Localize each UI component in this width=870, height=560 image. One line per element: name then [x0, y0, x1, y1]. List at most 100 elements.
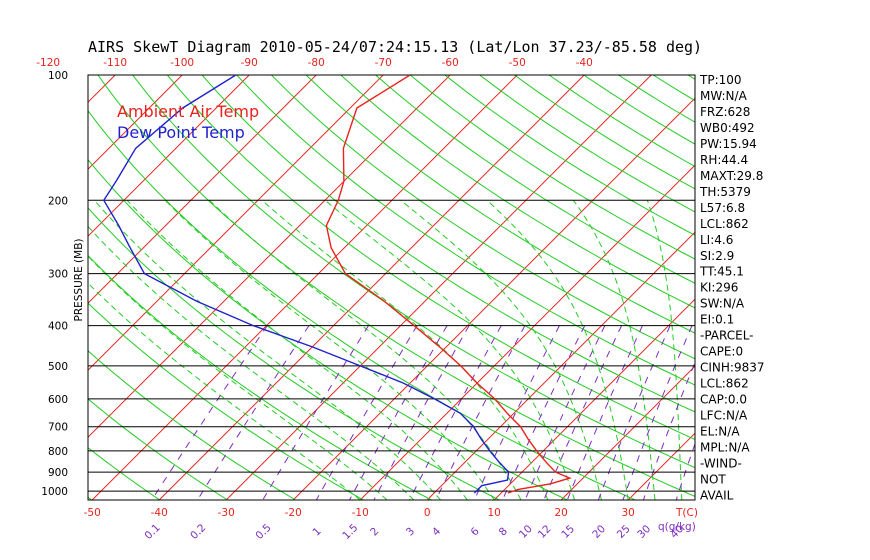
top-temp-tick-label: -50	[509, 57, 526, 69]
moist-adiabat-line	[572, 200, 656, 500]
isotherm-line	[88, 75, 183, 170]
stability-index-item: SW:N/A	[700, 297, 745, 311]
dry-adiabat-line	[88, 398, 228, 500]
stability-index-item: L57:6.8	[700, 201, 745, 215]
mixing-ratio-tick-label: 0.1	[142, 522, 162, 542]
stability-index-item: MAXT:29.8	[700, 169, 763, 183]
mixing-ratio-line	[151, 325, 268, 500]
dry-adiabat-line	[792, 75, 870, 500]
dry-adiabat-line	[88, 350, 296, 500]
isotherm-line	[292, 97, 695, 500]
mixing-ratio-line	[622, 325, 693, 500]
mixing-ratio-line	[262, 325, 369, 500]
pressure-tick-label: 700	[48, 422, 68, 434]
top-temp-tick-label: -120	[36, 57, 60, 69]
legend-entry: Dew Point Temp	[117, 123, 245, 142]
stability-index-item: NOT	[700, 472, 726, 486]
bottom-temp-tick-label: 10	[487, 507, 500, 519]
stability-index-item: TP:100	[699, 73, 742, 87]
stability-index-item: MPL:N/A	[700, 440, 750, 454]
isotherm-line	[829, 75, 870, 500]
stability-index-item: -PARCEL-	[700, 329, 754, 343]
moist-adiabat-line	[88, 225, 415, 500]
bottom-temp-tick-label: -50	[84, 507, 101, 519]
bottom-temp-tick-label: -10	[352, 507, 369, 519]
dry-adiabat-line	[166, 75, 695, 441]
stability-index-item: CAP:0.0	[700, 393, 747, 407]
stability-index-item: EL:N/A	[700, 425, 740, 439]
top-temp-tick-label: -110	[103, 57, 127, 69]
mixing-ratio-tick-label: 8	[497, 525, 510, 538]
dry-adiabat-line	[132, 75, 695, 469]
stability-index-item: EI:0.1	[700, 313, 734, 327]
stability-index-item: AVAIL	[700, 488, 734, 502]
mixing-ratio-line	[435, 325, 526, 500]
isotherm-line	[88, 75, 250, 237]
mixing-ratio-tick-label: 15	[559, 523, 577, 541]
isotherm-line	[88, 75, 317, 304]
stability-index-item: TH:5379	[699, 185, 751, 199]
stability-index-item: LCL:862	[700, 217, 749, 231]
moist-adiabat-line	[209, 199, 522, 500]
chart-title: AIRS SkewT Diagram 2010-05-24/07:24:15.1…	[88, 38, 702, 56]
air-temp-profile	[325, 75, 572, 494]
plot-frame	[87, 74, 696, 501]
stability-index-item: PW:15.94	[700, 137, 757, 151]
stability-index-item: TT:45.1	[699, 265, 744, 279]
isotherm-line	[762, 75, 870, 500]
mixing-ratio-tick-label: 0.5	[253, 522, 273, 542]
isotherm-line	[560, 365, 695, 500]
dry-adiabat-line	[97, 75, 695, 497]
dry-adiabat-line	[88, 302, 364, 500]
pressure-tick-label: 100	[48, 70, 68, 82]
isotherm-line	[88, 75, 116, 103]
stability-index-item: KI:296	[700, 281, 738, 295]
mixing-ratio-tick-label: 20	[590, 523, 608, 541]
mixing-ratio-tick-label: 25	[615, 523, 633, 541]
moist-adiabat-line	[93, 199, 441, 500]
dry-adiabat-line	[479, 75, 695, 213]
stability-index-item: FRZ:628	[700, 105, 750, 119]
stability-index-item: WB0:492	[700, 121, 755, 135]
isotherm-line	[88, 75, 451, 438]
mixing-ratio-tick-label: 1.5	[340, 522, 360, 542]
dry-adiabat-line	[88, 109, 636, 500]
moist-adiabat-line	[324, 199, 576, 500]
mixing-ratio-line	[349, 325, 448, 500]
stability-index-item: CAPE:0	[700, 345, 743, 359]
pressure-tick-label: 200	[48, 195, 68, 207]
mixing-ratio-line	[315, 325, 418, 500]
top-temp-tick-label: -70	[375, 57, 392, 69]
pressure-tick-label: 1000	[41, 486, 68, 498]
dry-adiabat-line	[375, 75, 695, 284]
isotherm-line	[91, 75, 518, 500]
stability-index-item: MW:N/A	[700, 89, 748, 103]
mixing-ratio-tick-label: 1	[311, 525, 324, 538]
mixing-ratio-axis-label: q(g/kg)	[658, 521, 696, 533]
dry-adiabat-line	[757, 75, 870, 500]
dry-adiabat-line	[201, 75, 695, 413]
mixing-ratio-line	[473, 325, 560, 500]
stability-index-item: LFC:N/A	[700, 409, 748, 423]
mixing-ratio-line	[597, 325, 671, 500]
mixing-ratio-tick-label: 0.2	[188, 522, 208, 542]
bottom-temp-tick-label: 0	[424, 507, 431, 519]
dry-adiabat-line	[409, 75, 695, 260]
mixing-ratio-line	[196, 325, 310, 500]
isotherm-line	[493, 298, 695, 500]
bottom-temp-tick-label: 20	[554, 507, 567, 519]
dry-adiabat-line	[340, 75, 695, 309]
moist-adiabat-line	[88, 255, 388, 500]
bottom-temp-tick-label: -30	[218, 507, 235, 519]
dry-adiabat-line	[305, 75, 695, 334]
mixing-ratio-tick-label: 2	[368, 525, 381, 538]
stability-index-item: LI:4.6	[700, 233, 733, 247]
bottom-temp-tick-label: -40	[151, 507, 168, 519]
mixing-ratio-line	[409, 325, 502, 500]
mixing-ratio-tick-label: 10	[517, 523, 535, 541]
top-temp-tick-label: -40	[576, 57, 593, 69]
dry-adiabat-line	[861, 75, 870, 500]
isotherm-line	[426, 231, 695, 500]
pressure-tick-label: 400	[48, 321, 68, 333]
